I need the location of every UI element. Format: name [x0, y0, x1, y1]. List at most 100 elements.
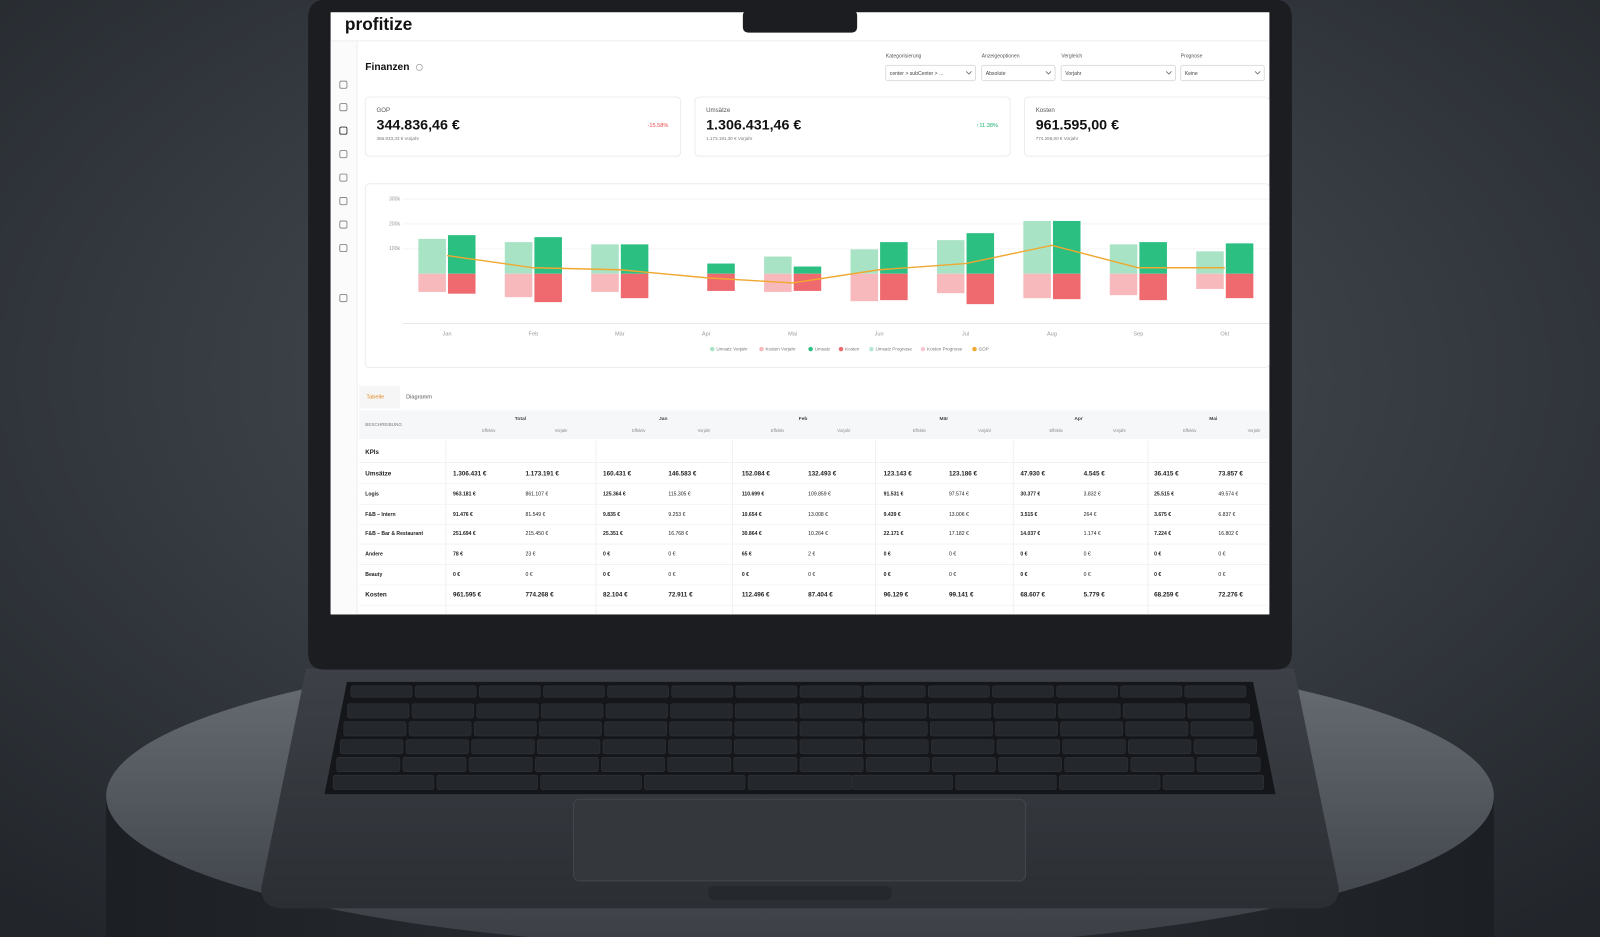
key: [604, 721, 667, 737]
key: [865, 739, 929, 755]
x-tick-label: Jun: [875, 331, 884, 337]
bar: [1225, 243, 1254, 274]
row-label: Logis: [365, 491, 379, 497]
key: [928, 703, 992, 719]
kpi-delta: ↑11.38%: [977, 123, 998, 129]
sidebar-icon[interactable]: [339, 173, 348, 182]
key: [735, 685, 798, 698]
filter-value: Keine: [1185, 71, 1198, 77]
chevron: [966, 71, 972, 75]
filter-label: Kategorisierung: [886, 53, 922, 59]
subcolumn: Vorjahr: [555, 428, 569, 433]
cell-value: 72.276 €: [1218, 592, 1243, 599]
key: [992, 685, 1054, 698]
cell-value: 4.545 €: [1084, 470, 1106, 477]
bar: [1225, 273, 1254, 299]
cell-value: 0 €: [1154, 552, 1161, 558]
bar: [793, 273, 822, 291]
subcolumn: Effektiv: [771, 428, 785, 433]
key: [669, 721, 733, 737]
cell-value: 0 €: [742, 572, 749, 578]
key: [734, 739, 798, 755]
key: [336, 757, 401, 772]
key: [605, 703, 668, 719]
y-tick-label: 300k: [389, 196, 400, 202]
cell-value: 3.515 €: [1020, 512, 1037, 518]
sidebar-icon[interactable]: [339, 220, 348, 229]
cell-value: 0 €: [1218, 572, 1225, 578]
laptop-notch: [708, 885, 892, 901]
page-title: Finanzen: [365, 62, 409, 73]
row-label: Andere: [365, 552, 383, 558]
y-tick-label: 100k: [389, 246, 400, 252]
key: [414, 685, 477, 698]
key: [537, 739, 601, 755]
column-group: Total: [515, 416, 527, 422]
key: [350, 685, 413, 698]
column-group: Mär: [940, 416, 949, 422]
key: [1125, 721, 1189, 737]
filter-select[interactable]: [1180, 64, 1265, 82]
sidebar-icon[interactable]: [339, 126, 348, 135]
legend-label: Kosten: [845, 346, 860, 351]
filter-select[interactable]: [981, 64, 1056, 82]
sidebar-icon[interactable]: [339, 197, 348, 206]
cell-value: 132.493 €: [808, 470, 837, 477]
key: [670, 703, 733, 719]
sidebar-icon[interactable]: [339, 103, 348, 112]
filter-select[interactable]: [1060, 64, 1177, 82]
cell-value: 0 €: [1218, 552, 1225, 558]
cell-value: 125.364 €: [603, 491, 626, 497]
cell-value: 16.802 €: [1218, 531, 1238, 537]
cell-value: 30.377 €: [1020, 491, 1040, 497]
key: [927, 685, 990, 698]
key: [1058, 703, 1121, 719]
bar: [1023, 220, 1051, 274]
key: [851, 774, 953, 790]
tab[interactable]: Tabelle: [366, 395, 384, 401]
key: [347, 703, 410, 719]
key: [540, 774, 642, 790]
subcolumn: Effektiv: [482, 428, 496, 433]
x-tick-label: Okt: [1220, 331, 1229, 337]
cell-value: 36.415 €: [1154, 470, 1179, 477]
cell-value: 96.129 €: [884, 592, 909, 599]
bar: [966, 273, 995, 305]
bar: [707, 263, 735, 274]
filter-select[interactable]: [885, 64, 977, 82]
subcolumn: Vorjahr: [698, 428, 712, 433]
filter-label: Vergleich: [1061, 53, 1082, 59]
bar: [1196, 251, 1224, 274]
sidebar-icon[interactable]: [339, 243, 348, 253]
cell-value: 2 €: [808, 552, 815, 558]
legend-swatch: [869, 346, 874, 352]
legend-swatch: [838, 346, 844, 352]
key: [1162, 774, 1265, 790]
cell-value: 13.006 €: [949, 512, 969, 518]
sidebar-icon[interactable]: [339, 294, 348, 303]
cell-value: 1.306.431 €: [453, 470, 487, 477]
key: [607, 685, 669, 698]
x-tick-label: Sep: [1133, 331, 1143, 337]
x-tick-label: Apr: [702, 331, 711, 337]
key: [602, 739, 666, 755]
sidebar-icon[interactable]: [339, 80, 348, 89]
dashboard: profitize Finanzen Kategorisierung center…: [330, 14, 1270, 615]
sidebar-icon[interactable]: [339, 150, 348, 159]
key: [1120, 685, 1183, 698]
tab[interactable]: Diagramm: [406, 395, 432, 401]
bar: [936, 240, 965, 274]
column-group: Jan: [659, 416, 667, 422]
bar: [1196, 273, 1224, 289]
legend-swatch: [920, 346, 926, 352]
key: [799, 685, 862, 698]
bar: [418, 273, 446, 292]
cell-value: 73.857 €: [1218, 470, 1243, 477]
key: [601, 757, 665, 772]
filter-value: Vorjahr: [1065, 71, 1081, 77]
x-tick-label: Aug: [1047, 331, 1057, 337]
key: [541, 703, 604, 719]
key: [1059, 774, 1161, 790]
kpi-value: 344.836,46 €: [377, 117, 460, 133]
